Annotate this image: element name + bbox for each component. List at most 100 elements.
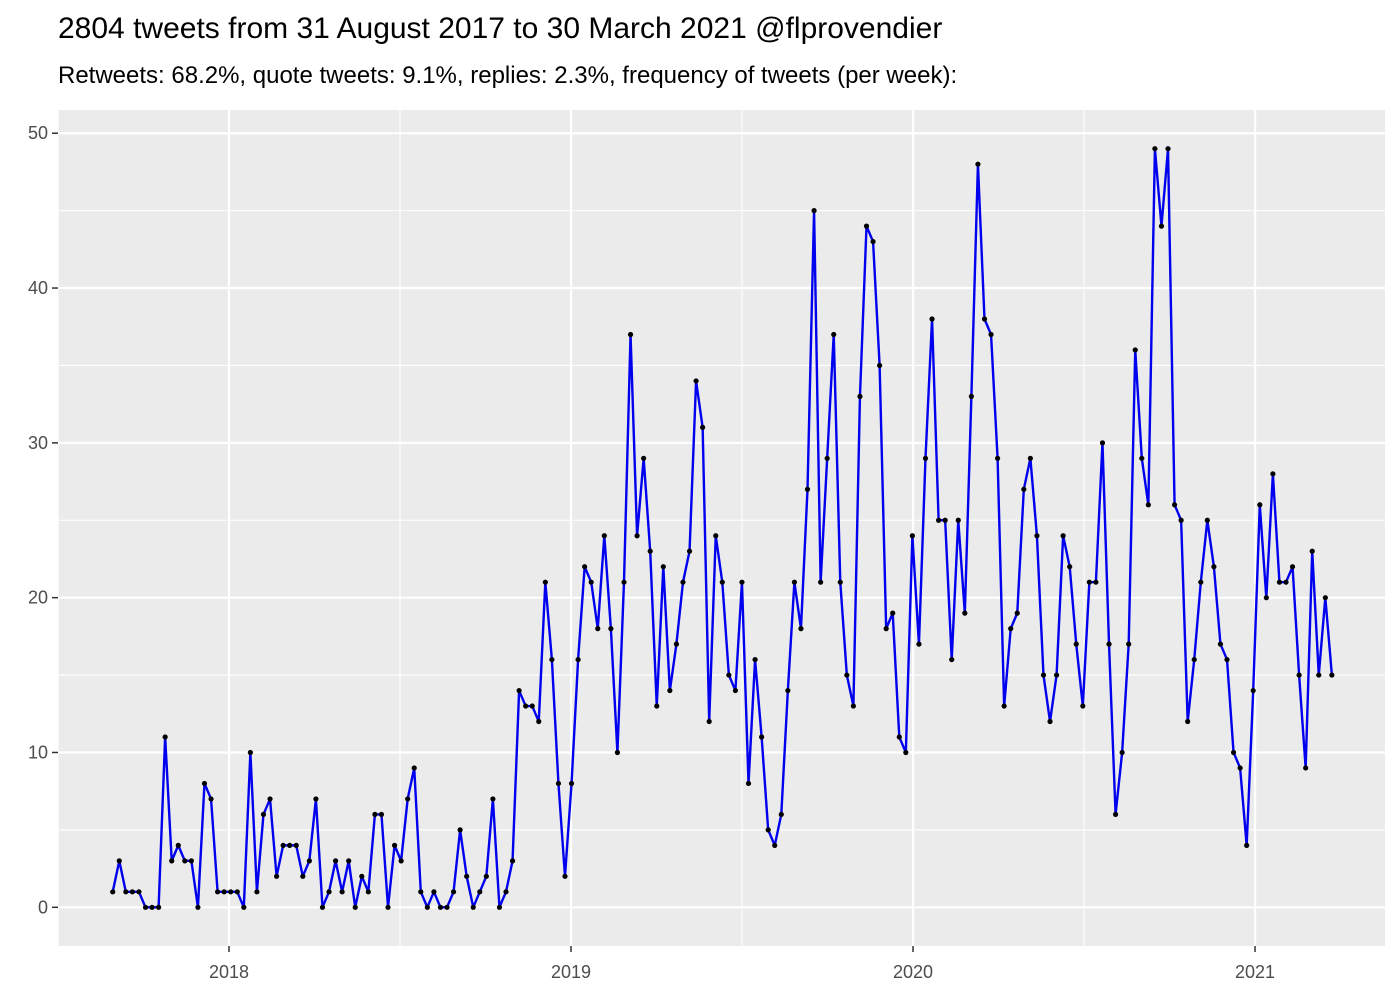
data-point: [667, 687, 673, 694]
data-point: [890, 610, 896, 616]
data-point: [870, 238, 876, 245]
data-point: [1289, 564, 1296, 570]
data-point: [162, 734, 168, 740]
data-point: [300, 873, 306, 879]
data-point: [123, 889, 129, 895]
data-point: [241, 904, 247, 910]
data-point: [405, 796, 411, 802]
data-point: [1080, 703, 1086, 709]
data-point: [719, 579, 725, 585]
data-point: [1198, 579, 1204, 585]
data-point: [660, 564, 666, 570]
data-point: [1145, 502, 1151, 508]
data-point: [634, 533, 640, 539]
data-point: [608, 626, 614, 632]
data-point: [339, 889, 345, 895]
data-point: [745, 780, 752, 787]
data-point: [1303, 765, 1309, 771]
data-point: [627, 331, 634, 338]
data-point: [693, 378, 699, 384]
x-tick-label: 2018: [209, 962, 249, 982]
x-tick-label: 2020: [893, 962, 933, 982]
data-point: [457, 827, 463, 833]
data-point: [418, 889, 424, 895]
data-point: [477, 889, 483, 895]
data-point: [1171, 502, 1178, 508]
data-point: [896, 734, 902, 740]
data-point: [936, 517, 942, 523]
data-point: [450, 889, 457, 895]
x-tick-label: 2019: [551, 962, 591, 982]
data-point: [621, 579, 627, 585]
data-point: [470, 904, 476, 910]
x-axis-tick-labels: 2018 2019 2020 2021: [209, 962, 1275, 982]
data-point: [464, 873, 470, 879]
data-point: [116, 858, 122, 864]
data-point: [752, 656, 758, 663]
data-point: [850, 703, 856, 709]
data-point: [1014, 610, 1020, 616]
minor-gridlines: [57, 110, 1385, 946]
data-point: [1060, 533, 1066, 539]
data-point: [1185, 718, 1191, 725]
data-point: [778, 811, 784, 818]
data-point: [1047, 718, 1053, 725]
data-point: [601, 533, 607, 539]
data-point: [1224, 656, 1230, 663]
data-point: [509, 858, 516, 864]
data-point: [182, 858, 188, 864]
data-point: [686, 548, 693, 554]
data-point: [909, 533, 915, 539]
y-axis-tick-labels: 0 10 20 30 40 50: [28, 123, 48, 917]
data-point: [818, 579, 824, 585]
data-point: [359, 873, 365, 879]
data-point: [575, 656, 581, 663]
data-point: [647, 548, 653, 554]
data-point: [1276, 579, 1283, 585]
data-point: [831, 331, 837, 338]
chart-subtitle: Retweets: 68.2%, quote tweets: 9.1%, rep…: [58, 62, 958, 89]
data-point: [378, 811, 385, 818]
data-point: [332, 858, 339, 864]
data-point: [188, 858, 194, 864]
data-point: [798, 626, 804, 632]
data-point: [713, 533, 719, 539]
data-point: [1073, 641, 1079, 647]
axis-ticks: [52, 132, 1256, 952]
data-point: [437, 904, 444, 910]
data-point: [1257, 502, 1263, 508]
data-point: [1316, 672, 1322, 678]
data-point: [391, 842, 398, 848]
chart-title: 2804 tweets from 31 August 2017 to 30 Ma…: [58, 12, 943, 45]
data-point: [549, 656, 555, 663]
data-point: [765, 827, 771, 833]
data-point: [287, 842, 293, 848]
data-point: [654, 703, 660, 709]
y-tick-label: 10: [28, 742, 48, 762]
data-point: [582, 564, 588, 570]
data-point: [1230, 749, 1237, 756]
y-tick-label: 20: [28, 588, 48, 608]
data-point: [1237, 765, 1243, 771]
data-point: [149, 904, 155, 910]
y-tick-label: 50: [28, 123, 48, 143]
data-point: [955, 517, 961, 523]
data-point: [1008, 626, 1014, 632]
data-point: [398, 858, 404, 864]
data-point: [267, 796, 273, 802]
data-point: [568, 780, 575, 787]
data-point: [1086, 579, 1092, 585]
data-point: [975, 161, 981, 167]
data-point: [929, 316, 935, 322]
data-point: [424, 904, 430, 910]
data-point: [293, 842, 299, 848]
data-point: [1250, 687, 1256, 694]
data-point: [313, 796, 319, 802]
data-point: [254, 889, 260, 895]
data-point: [483, 873, 489, 879]
data-point: [949, 656, 955, 663]
data-point: [1165, 146, 1171, 152]
data-point: [962, 610, 968, 616]
data-point: [444, 904, 450, 910]
data-point: [326, 889, 332, 895]
